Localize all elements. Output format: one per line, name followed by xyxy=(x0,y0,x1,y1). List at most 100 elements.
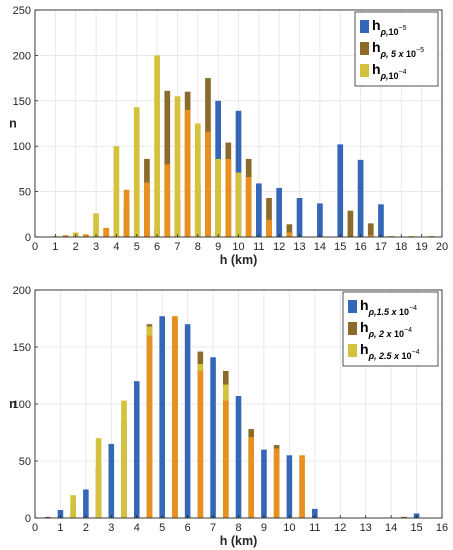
bar xyxy=(276,187,283,237)
bar xyxy=(296,197,303,237)
x-tick-label: 3 xyxy=(108,522,114,534)
y-tick-label: 250 xyxy=(13,5,31,17)
x-tick-label: 17 xyxy=(375,241,387,253)
x-tick-label: 12 xyxy=(273,241,285,253)
x-tick-label: 20 xyxy=(436,241,448,253)
series-1 xyxy=(57,316,420,518)
legend-swatch xyxy=(348,300,357,313)
bar xyxy=(225,158,232,237)
bar xyxy=(266,219,272,237)
y-tick-label: 100 xyxy=(13,399,31,411)
x-tick-label: 16 xyxy=(354,241,366,253)
bar xyxy=(57,510,64,518)
bar xyxy=(44,516,51,518)
bar xyxy=(108,443,115,518)
bar xyxy=(388,236,394,237)
x-tick-label: 19 xyxy=(416,241,428,253)
bar xyxy=(222,400,229,518)
y-tick-label: 200 xyxy=(13,285,31,297)
bar xyxy=(133,107,140,237)
bar xyxy=(273,448,280,518)
bar xyxy=(103,227,110,237)
bar xyxy=(133,381,140,518)
bar xyxy=(62,235,69,237)
x-tick-label: 6 xyxy=(185,522,191,534)
legend: hρ,10−5hρ, 5 x 10−5hρ,10−4 xyxy=(354,11,439,87)
bar xyxy=(299,455,305,518)
x-tick-label: 6 xyxy=(154,241,160,253)
bar xyxy=(367,235,374,237)
x-tick-label: 9 xyxy=(215,241,221,253)
x-tick-label: 8 xyxy=(235,522,241,534)
bar xyxy=(312,508,318,518)
y-tick-label: 200 xyxy=(13,50,31,62)
bar xyxy=(172,316,178,518)
legend-swatch xyxy=(348,344,357,357)
bar xyxy=(286,232,293,237)
x-tick-label: 12 xyxy=(334,522,346,534)
x-tick-label: 2 xyxy=(83,522,89,534)
x-tick-label: 4 xyxy=(113,241,119,253)
x-tick-label: 15 xyxy=(334,241,346,253)
bar xyxy=(164,164,171,237)
x-tick-label: 0 xyxy=(32,522,38,534)
x-tick-label: 10 xyxy=(283,522,295,534)
bar xyxy=(159,316,165,518)
legend-swatch xyxy=(360,42,369,55)
bar xyxy=(70,495,76,518)
bar xyxy=(286,224,293,237)
bar xyxy=(378,204,384,237)
legend-entry: hρ, 2 x 10−4 xyxy=(360,319,412,339)
bar xyxy=(93,213,99,237)
y-tick-label: 150 xyxy=(13,342,31,354)
y-tick-label: 50 xyxy=(19,187,31,199)
bar xyxy=(164,90,171,237)
bar xyxy=(83,489,89,518)
bar xyxy=(245,177,252,237)
legend: hρ,1.5 x 10−4hρ, 2 x 10−4hρ, 2.5 x 10−4 xyxy=(342,291,439,367)
x-tick-label: 10 xyxy=(232,241,244,253)
x-tick-label: 11 xyxy=(253,241,264,253)
x-tick-label: 13 xyxy=(360,522,372,534)
x-tick-label: 14 xyxy=(314,241,326,253)
bar xyxy=(337,144,344,237)
bar xyxy=(256,183,262,237)
x-tick-label: 8 xyxy=(195,241,201,253)
bar xyxy=(401,516,407,518)
y-tick-label: 100 xyxy=(13,141,31,153)
x-tick-label: 7 xyxy=(210,522,216,534)
x-tick-label: 13 xyxy=(293,241,305,253)
bar xyxy=(408,236,415,237)
legend-entry: hρ,10−5 xyxy=(372,17,407,37)
x-tick-label: 16 xyxy=(436,522,448,534)
x-axis-label: h (km) xyxy=(220,253,258,267)
series-4 xyxy=(146,316,305,518)
bar xyxy=(184,324,191,518)
bar xyxy=(154,55,160,238)
chart-panel-1: 0 1 2 3 4 5 6 7 8 9 10 11 12 13 14 15 16 17 18 19 2005010015… xyxy=(9,5,448,267)
bar xyxy=(210,357,216,518)
bar xyxy=(248,437,255,518)
y-tick-label: 0 xyxy=(25,232,31,244)
legend-box xyxy=(342,291,439,367)
legend-entry: hρ,1.5 x 10−4 xyxy=(360,297,417,317)
legend-entry: hρ,10−4 xyxy=(372,61,407,81)
bar xyxy=(347,210,354,237)
bar xyxy=(266,197,272,237)
x-tick-label: 18 xyxy=(395,241,407,253)
legend-entry: hρ, 2.5 x 10−4 xyxy=(360,341,420,361)
x-tick-label: 1 xyxy=(57,522,63,534)
legend-swatch xyxy=(348,322,357,335)
bar xyxy=(215,158,221,237)
y-tick-label: 0 xyxy=(25,513,31,525)
bar xyxy=(235,396,242,518)
y-tick-label: 150 xyxy=(13,96,31,108)
legend-entry: hρ, 5 x 10−5 xyxy=(372,39,424,59)
legend-swatch xyxy=(360,20,369,33)
y-axis-label: n xyxy=(9,117,17,131)
bar xyxy=(205,131,211,237)
bar xyxy=(367,223,374,237)
bar xyxy=(197,370,204,518)
